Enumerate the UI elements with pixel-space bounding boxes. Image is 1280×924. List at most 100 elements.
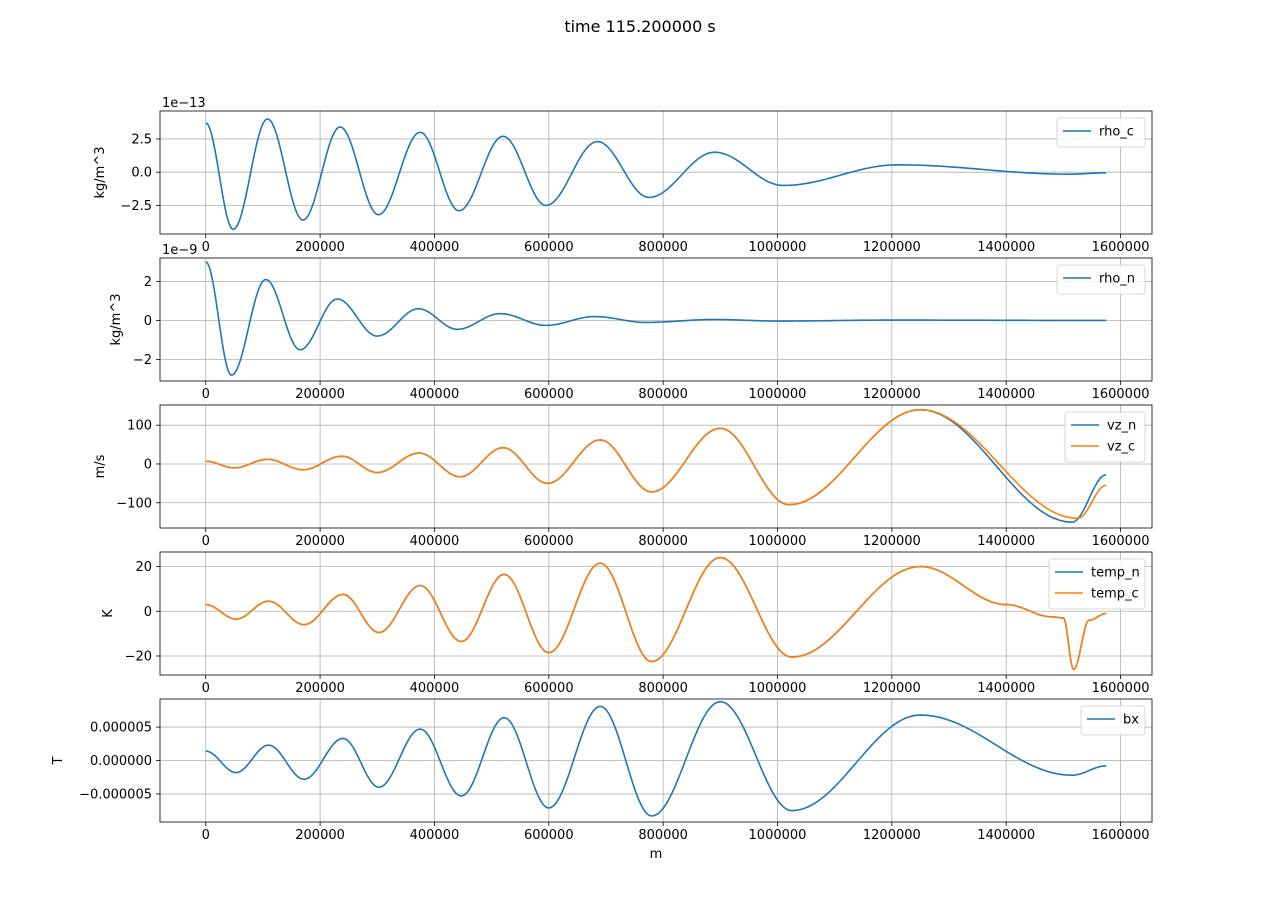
legend-box	[1080, 705, 1146, 736]
x-tick-label: 600000	[524, 534, 574, 549]
x-tick-label: 1000000	[749, 387, 807, 402]
legend-label-vz_n: vz_n	[1107, 419, 1136, 434]
x-tick-label: 400000	[410, 828, 460, 843]
x-tick-label: 1400000	[977, 240, 1035, 255]
x-tick-label: 0	[202, 387, 210, 402]
y-tick-label: −2	[133, 353, 152, 368]
legend-label-temp_n: temp_n	[1091, 566, 1140, 581]
x-tick-label: 1200000	[863, 534, 921, 549]
subplot-1: 0 200000 400000 600000 800000 1000000 1200000 1…	[93, 96, 1153, 255]
x-tick-label: 1200000	[863, 387, 921, 402]
panels: 0 200000 400000 600000 800000 1000000 1200000 1…	[51, 96, 1153, 862]
x-tick-label: 1200000	[863, 240, 921, 255]
legend-label-rho_n: rho_n	[1099, 272, 1135, 287]
y-tick-label: 20	[135, 560, 152, 575]
legend: rho_c	[1056, 117, 1146, 148]
y-offset-text: 1e−9	[162, 243, 197, 258]
x-tick-label: 600000	[524, 828, 574, 843]
legend: temp_n temp_c	[1048, 558, 1146, 610]
y-tick-label: −20	[125, 649, 152, 664]
y-axis-label: kg/m^3	[109, 294, 124, 346]
series-line-rho_n	[205, 261, 1107, 376]
legend-label-temp_c: temp_c	[1091, 587, 1139, 602]
x-tick-label: 400000	[410, 240, 460, 255]
x-tick-label: 800000	[638, 534, 688, 549]
x-tick-label: 1000000	[749, 240, 807, 255]
axes-frame	[159, 257, 1153, 382]
x-tick-label: 0	[202, 681, 210, 696]
x-tick-label: 200000	[295, 240, 345, 255]
axes-frame	[159, 404, 1153, 529]
legend-label-rho_c: rho_c	[1099, 125, 1134, 140]
y-tick-label: 0	[144, 605, 152, 620]
legend-label-bx: bx	[1123, 713, 1139, 728]
x-tick-label: 1400000	[977, 387, 1035, 402]
y-tick-label: 0	[144, 314, 152, 329]
y-axis-label: m/s	[93, 454, 108, 478]
x-tick-label: 400000	[410, 534, 460, 549]
y-tick-label: −100	[116, 496, 152, 511]
x-tick-label: 0	[202, 240, 210, 255]
x-tick-label: 1200000	[863, 681, 921, 696]
x-tick-label: 800000	[638, 828, 688, 843]
y-tick-label: −2.5	[120, 199, 152, 214]
x-tick-label: 600000	[524, 387, 574, 402]
y-tick-label: 0.0	[131, 166, 152, 181]
x-tick-label: 1200000	[863, 828, 921, 843]
subplot-5: 0 200000 400000 600000 800000 1000000 1200000 1…	[51, 698, 1153, 862]
x-tick-label: 1600000	[1092, 681, 1150, 696]
y-tick-label: 100	[127, 419, 152, 434]
legend-label-vz_c: vz_c	[1107, 440, 1135, 455]
legend: rho_n	[1056, 264, 1146, 295]
legend: vz_n vz_c	[1064, 411, 1146, 463]
y-axis-label: kg/m^3	[93, 147, 108, 199]
series-line-bx	[205, 700, 1107, 817]
legend-box	[1056, 117, 1146, 148]
x-tick-label: 0	[202, 828, 210, 843]
series-line-vz_c	[205, 408, 1107, 520]
x-tick-label: 200000	[295, 828, 345, 843]
figure-title: time 115.200000 s	[564, 17, 715, 36]
x-tick-label: 1400000	[977, 534, 1035, 549]
series-line-temp_c	[205, 556, 1107, 671]
x-tick-label: 200000	[295, 534, 345, 549]
x-tick-label: 1400000	[977, 828, 1035, 843]
y-tick-label: 0.000000	[90, 754, 152, 769]
series-line-temp_n	[205, 556, 1107, 671]
y-tick-label: 2.5	[131, 132, 152, 147]
x-tick-label: 600000	[524, 240, 574, 255]
x-tick-label: 800000	[638, 387, 688, 402]
y-tick-label: 0	[144, 457, 152, 472]
x-tick-label: 200000	[295, 681, 345, 696]
x-tick-label: 800000	[638, 681, 688, 696]
y-axis-label: K	[101, 609, 116, 618]
y-tick-label: −0.000005	[79, 787, 152, 802]
series-line-vz_n	[205, 408, 1107, 523]
x-tick-label: 0	[202, 534, 210, 549]
x-tick-label: 1600000	[1092, 387, 1150, 402]
x-tick-label: 1000000	[749, 828, 807, 843]
x-tick-label: 1000000	[749, 534, 807, 549]
y-tick-label: 0.000005	[90, 721, 152, 736]
y-tick-label: 2	[144, 275, 152, 290]
x-tick-label: 1400000	[977, 681, 1035, 696]
x-tick-label: 1000000	[749, 681, 807, 696]
x-tick-label: 1600000	[1092, 828, 1150, 843]
subplot-4: 0 200000 400000 600000 800000 1000000 1200000 1…	[101, 551, 1153, 696]
x-tick-label: 800000	[638, 240, 688, 255]
series-line-rho_c	[205, 118, 1107, 231]
x-tick-label: 200000	[295, 387, 345, 402]
y-axis-label: T	[51, 756, 66, 765]
subplot-2: 0 200000 400000 600000 800000 1000000 1200000 1…	[109, 243, 1153, 402]
x-axis-label: m	[650, 847, 663, 862]
subplot-3: 0 200000 400000 600000 800000 1000000 1200000 1…	[93, 404, 1153, 549]
x-tick-label: 1600000	[1092, 240, 1150, 255]
x-tick-label: 400000	[410, 681, 460, 696]
axes-frame	[159, 551, 1153, 676]
legend: bx	[1080, 705, 1146, 736]
legend-box	[1056, 264, 1146, 295]
x-tick-label: 1600000	[1092, 534, 1150, 549]
y-offset-text: 1e−13	[162, 96, 206, 111]
x-tick-label: 400000	[410, 387, 460, 402]
